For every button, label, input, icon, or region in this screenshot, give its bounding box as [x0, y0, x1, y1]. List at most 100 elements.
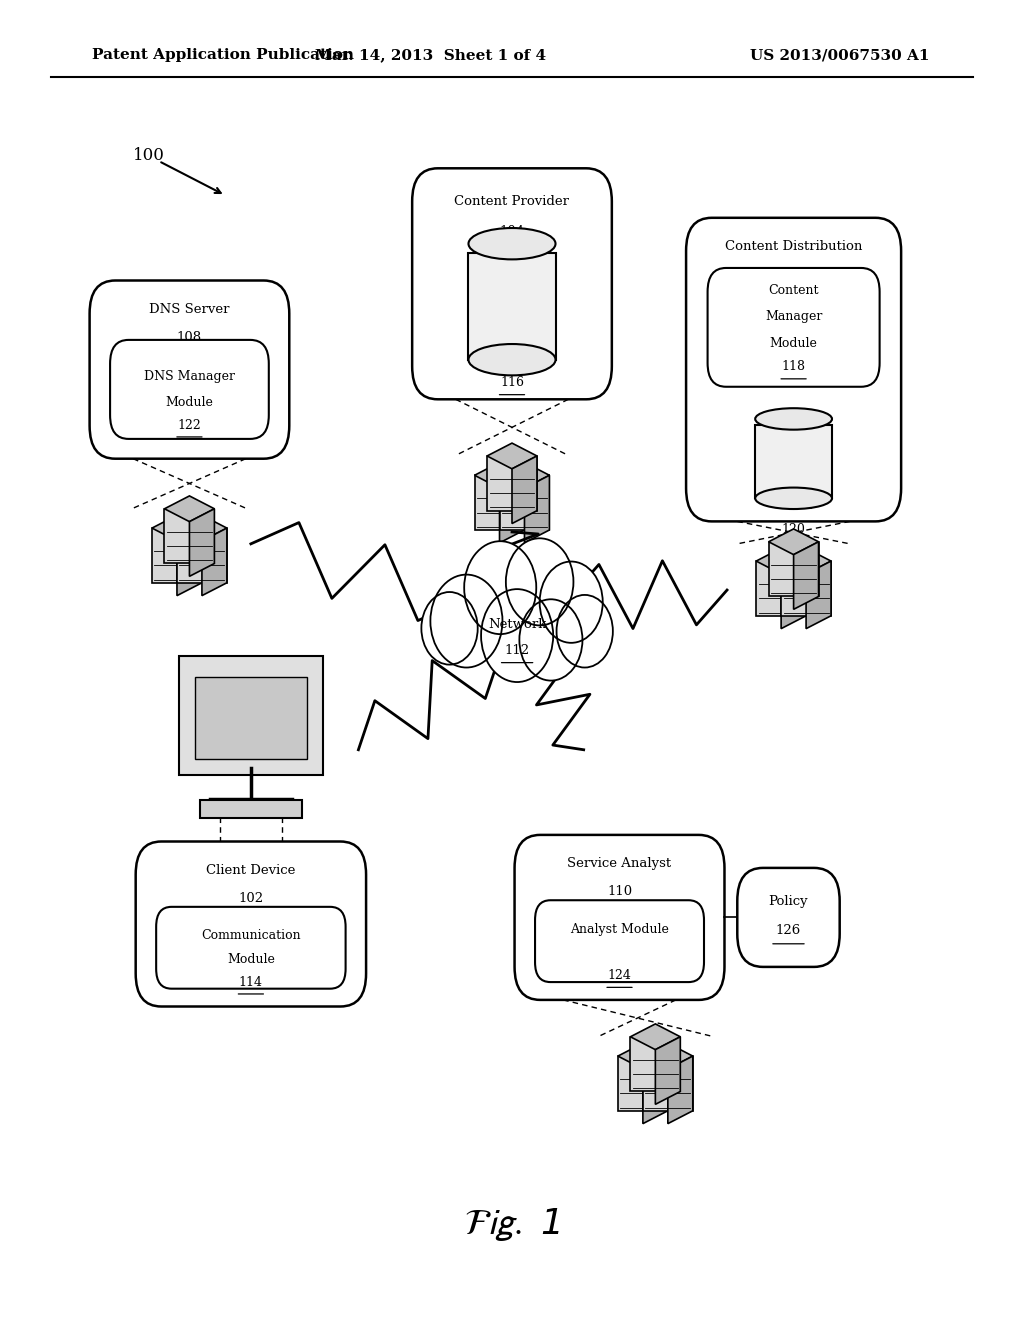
Text: Manager: Manager: [765, 310, 822, 323]
Text: DNS Server: DNS Server: [150, 304, 229, 315]
FancyBboxPatch shape: [90, 281, 289, 459]
Text: Content: Content: [768, 284, 819, 297]
FancyBboxPatch shape: [195, 677, 307, 759]
Polygon shape: [177, 528, 202, 595]
FancyBboxPatch shape: [487, 455, 537, 511]
Polygon shape: [524, 475, 550, 543]
FancyBboxPatch shape: [135, 842, 367, 1006]
FancyBboxPatch shape: [617, 1056, 668, 1111]
Text: Network: Network: [487, 618, 547, 631]
FancyBboxPatch shape: [643, 1056, 693, 1111]
FancyBboxPatch shape: [708, 268, 880, 387]
FancyBboxPatch shape: [781, 561, 831, 615]
Polygon shape: [769, 529, 818, 554]
Bar: [469, 253, 555, 359]
Text: Cache: Cache: [774, 499, 813, 512]
Polygon shape: [756, 548, 806, 574]
Text: 102: 102: [239, 892, 263, 904]
Text: $\mathcal{Fig.}$ 1: $\mathcal{Fig.}$ 1: [464, 1206, 560, 1243]
Text: 124: 124: [607, 969, 632, 982]
Polygon shape: [487, 444, 537, 469]
Text: DNS Manager: DNS Manager: [144, 370, 234, 383]
Text: Content Provider: Content Provider: [455, 195, 569, 207]
Ellipse shape: [469, 345, 555, 375]
Text: 120: 120: [781, 523, 806, 536]
Circle shape: [540, 561, 603, 643]
Ellipse shape: [756, 487, 831, 510]
Text: 118: 118: [781, 360, 806, 374]
Text: Mar. 14, 2013  Sheet 1 of 4: Mar. 14, 2013 Sheet 1 of 4: [314, 49, 546, 62]
Text: Content Distribution: Content Distribution: [725, 240, 862, 253]
Text: System: System: [769, 269, 818, 282]
Polygon shape: [500, 462, 550, 488]
Circle shape: [519, 599, 583, 681]
FancyBboxPatch shape: [179, 656, 323, 775]
Polygon shape: [643, 1056, 668, 1123]
Polygon shape: [202, 528, 227, 595]
FancyBboxPatch shape: [177, 528, 227, 583]
Polygon shape: [806, 561, 831, 628]
FancyBboxPatch shape: [152, 528, 202, 583]
Polygon shape: [794, 541, 818, 610]
Circle shape: [556, 595, 612, 668]
Text: 122: 122: [177, 418, 202, 432]
FancyBboxPatch shape: [200, 800, 302, 818]
Circle shape: [506, 539, 573, 626]
Text: 126: 126: [776, 924, 801, 937]
Text: Policy: Policy: [769, 895, 808, 908]
Circle shape: [430, 574, 503, 668]
Text: Communication: Communication: [201, 929, 301, 942]
Text: 112: 112: [505, 644, 529, 657]
Polygon shape: [500, 475, 524, 543]
Polygon shape: [668, 1056, 693, 1123]
Circle shape: [422, 591, 477, 664]
Ellipse shape: [444, 594, 590, 663]
FancyBboxPatch shape: [165, 508, 214, 564]
FancyBboxPatch shape: [535, 900, 705, 982]
FancyBboxPatch shape: [156, 907, 346, 989]
Polygon shape: [781, 561, 806, 628]
Text: 114: 114: [239, 975, 263, 989]
FancyBboxPatch shape: [474, 475, 524, 529]
Text: 106: 106: [781, 294, 806, 308]
Circle shape: [464, 541, 537, 634]
Text: Patent Application Publication: Patent Application Publication: [92, 49, 354, 62]
FancyBboxPatch shape: [737, 869, 840, 966]
Text: Client Device: Client Device: [206, 865, 296, 876]
Polygon shape: [631, 1024, 680, 1049]
FancyBboxPatch shape: [769, 541, 818, 597]
Text: Analyst Module: Analyst Module: [570, 923, 669, 936]
Ellipse shape: [469, 228, 555, 260]
Text: Module: Module: [227, 953, 274, 966]
Circle shape: [481, 589, 553, 682]
Text: 100: 100: [133, 148, 165, 164]
FancyBboxPatch shape: [111, 341, 268, 438]
Polygon shape: [655, 1036, 680, 1105]
Text: 104: 104: [500, 226, 524, 238]
Polygon shape: [474, 462, 524, 488]
Polygon shape: [165, 496, 214, 521]
Polygon shape: [512, 455, 537, 524]
FancyBboxPatch shape: [514, 836, 724, 1001]
Polygon shape: [152, 515, 202, 541]
Text: Content: Content: [486, 350, 538, 363]
Text: Module: Module: [166, 396, 213, 409]
FancyBboxPatch shape: [412, 168, 611, 399]
Polygon shape: [189, 508, 214, 577]
Bar: [756, 425, 831, 498]
FancyBboxPatch shape: [500, 475, 550, 529]
FancyBboxPatch shape: [631, 1036, 680, 1092]
Text: 108: 108: [177, 331, 202, 343]
Polygon shape: [617, 1043, 668, 1069]
Text: 110: 110: [607, 886, 632, 898]
FancyBboxPatch shape: [686, 218, 901, 521]
Polygon shape: [643, 1043, 693, 1069]
Polygon shape: [781, 548, 831, 574]
Text: Service Analyst: Service Analyst: [567, 858, 672, 870]
Text: US 2013/0067530 A1: US 2013/0067530 A1: [750, 49, 930, 62]
Text: 116: 116: [500, 376, 524, 389]
Text: Module: Module: [770, 337, 817, 350]
Polygon shape: [177, 515, 227, 541]
Ellipse shape: [756, 408, 831, 430]
FancyBboxPatch shape: [756, 561, 806, 615]
